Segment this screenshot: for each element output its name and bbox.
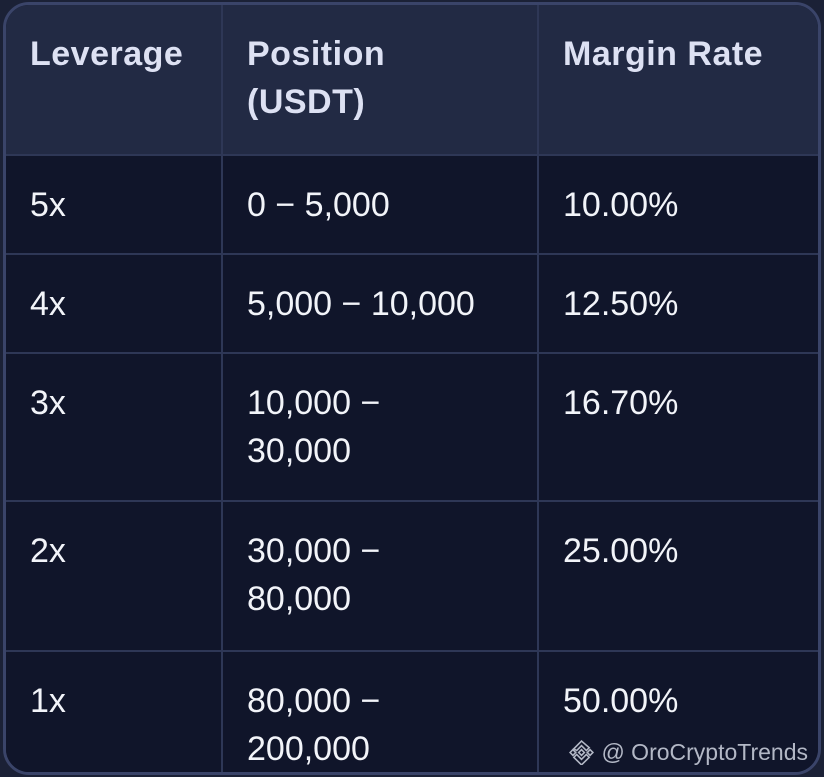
header-row: Leverage Position (USDT) Margin Rate	[6, 5, 818, 156]
position-cell: 10,000 − 30,000	[221, 352, 539, 502]
binance-diamond-icon	[569, 739, 595, 765]
table-row: 2x 30,000 − 80,000 25.00%	[6, 500, 818, 652]
table-header: Leverage Position (USDT) Margin Rate	[6, 5, 818, 156]
table-row: 4x 5,000 − 10,000 12.50%	[6, 253, 818, 354]
table-row: 1x 80,000 − 200,000 50.00%	[6, 650, 818, 772]
leverage-cell: 2x	[6, 500, 223, 652]
position-cell: 5,000 − 10,000	[221, 253, 539, 354]
margin-rate-cell: 10.00%	[537, 154, 818, 255]
margin-table-card: Leverage Position (USDT) Margin Rate 5x …	[3, 2, 821, 775]
margin-rate-cell: 16.70%	[537, 352, 818, 502]
watermark: @ OroCryptoTrends	[569, 739, 808, 765]
leverage-cell: 4x	[6, 253, 223, 354]
position-cell: 30,000 − 80,000	[221, 500, 539, 652]
margin-rate-cell: 12.50%	[537, 253, 818, 354]
watermark-handle: @ OroCryptoTrends	[601, 739, 808, 765]
leverage-cell: 1x	[6, 650, 223, 772]
table-row: 3x 10,000 − 30,000 16.70%	[6, 352, 818, 502]
margin-rate-table: Leverage Position (USDT) Margin Rate 5x …	[6, 5, 818, 772]
table-row: 5x 0 − 5,000 10.00%	[6, 154, 818, 255]
position-cell: 80,000 − 200,000	[221, 650, 539, 772]
leverage-cell: 5x	[6, 154, 223, 255]
table-body: 5x 0 − 5,000 10.00% 4x 5,000 − 10,000 12…	[6, 154, 818, 772]
col-header-leverage: Leverage	[6, 5, 223, 156]
col-header-position: Position (USDT)	[221, 5, 539, 156]
margin-rate-cell: 25.00%	[537, 500, 818, 652]
leverage-cell: 3x	[6, 352, 223, 502]
col-header-margin-rate: Margin Rate	[537, 5, 818, 156]
position-cell: 0 − 5,000	[221, 154, 539, 255]
